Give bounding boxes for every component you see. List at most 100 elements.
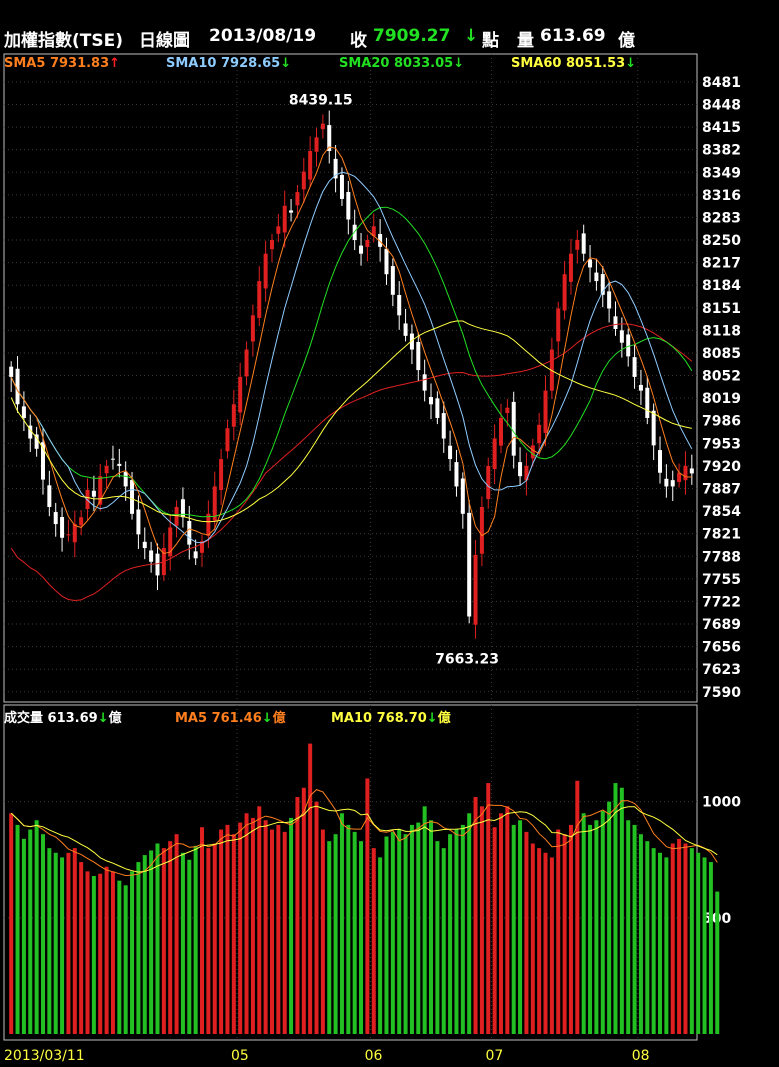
volume-bar: [9, 813, 14, 1034]
volume-bar: [117, 880, 122, 1034]
volume-bar: [384, 836, 389, 1034]
legend-sma10-arrow: ↓: [280, 56, 292, 71]
price-tick-label: 8217: [702, 256, 741, 272]
candle-body: [200, 541, 205, 553]
price-tick-label: 8085: [702, 346, 741, 362]
volume-bar: [607, 801, 612, 1034]
candle-body: [34, 434, 39, 449]
legend-volume-name: 成交量: [4, 711, 44, 726]
candlestick: [397, 281, 402, 330]
volume-bar: [263, 820, 268, 1034]
candlestick: [498, 403, 503, 454]
candle-body: [479, 506, 484, 554]
volume-bar: [441, 848, 446, 1034]
volume-bar: [435, 841, 440, 1034]
candle-body: [562, 274, 567, 311]
volume-bar: [79, 862, 84, 1034]
volume-bar: [365, 778, 370, 1034]
volume-bar: [403, 834, 408, 1034]
candle-body: [594, 272, 599, 282]
volume-bar: [416, 822, 421, 1034]
candlestick: [575, 229, 580, 264]
volume-bar: [295, 797, 300, 1034]
close-arrow: ↓: [464, 26, 479, 46]
price-tick-label: 7887: [702, 481, 741, 497]
candle-body: [28, 425, 33, 439]
volume-bar: [429, 820, 434, 1034]
price-annotation: 8439.15: [289, 93, 353, 109]
candle-body: [435, 398, 440, 418]
candlestick: [9, 361, 14, 392]
volume-bar: [219, 829, 224, 1034]
legend-volume-arrow: ↓: [97, 711, 109, 726]
volume-bar: [689, 848, 694, 1034]
volume-value: 613.69: [540, 26, 606, 46]
candlestick: [142, 527, 147, 560]
candle-body: [15, 368, 20, 405]
volume-bar: [21, 838, 26, 1034]
candle-body: [658, 450, 663, 473]
candle-body: [123, 471, 128, 487]
volume-bar: [638, 834, 643, 1034]
candle-body: [390, 266, 395, 295]
candlestick: [174, 500, 179, 538]
candlestick: [530, 438, 535, 467]
candle-body: [219, 459, 224, 490]
volume-bar: [562, 834, 567, 1034]
legend-ma5-arrow: ↓: [261, 711, 273, 726]
volume-bar: [168, 841, 173, 1034]
volume-bar: [486, 783, 491, 1034]
candlestick: [683, 451, 688, 495]
volume-bar: [257, 806, 262, 1034]
chart-header: 加權指數(TSE) 日線圖 2013/08/19 收 7909.27 ↓ 點 量…: [0, 24, 779, 52]
volume-bar: [422, 806, 427, 1034]
legend-sma20-arrow: ↓: [453, 56, 465, 71]
candle-body: [72, 524, 77, 543]
price-tick-label: 8481: [702, 75, 741, 91]
candle-body: [486, 465, 491, 500]
legend-ma5: MA5 761.46↓億: [175, 707, 286, 726]
candlestick: [581, 224, 586, 262]
candlestick: [15, 356, 20, 413]
candle-body: [683, 465, 688, 481]
candlestick: [594, 258, 599, 291]
candlestick: [91, 475, 96, 511]
candlestick: [378, 219, 383, 262]
volume-bar: [658, 852, 663, 1034]
volume-bar: [448, 834, 453, 1034]
candlestick: [104, 459, 109, 489]
candlestick: [136, 495, 141, 549]
candle-body: [581, 233, 586, 254]
price-tick-label: 8448: [702, 97, 741, 113]
chart-type: 日線圖: [139, 31, 190, 51]
candle-body: [98, 476, 103, 505]
candle-body: [638, 384, 643, 391]
volume-bar: [683, 843, 688, 1034]
candle-body: [403, 323, 408, 336]
volume-bar: [409, 824, 414, 1034]
legend-sma5-value: 7931.83: [49, 56, 110, 71]
candlestick: [429, 383, 434, 420]
candle-body: [244, 349, 249, 377]
volume-bar: [543, 852, 548, 1034]
x-tick-label: 06: [365, 1048, 383, 1064]
price-tick-label: 7689: [702, 617, 741, 633]
volume-bar: [524, 831, 529, 1034]
volume-bar: [467, 813, 472, 1034]
price-tick-label: 7953: [702, 436, 741, 452]
volume-bar: [359, 841, 364, 1034]
volume-bar: [454, 829, 459, 1034]
candle-body: [607, 291, 612, 309]
candle-body: [371, 226, 376, 237]
candlestick: [562, 260, 567, 320]
candlestick: [409, 324, 414, 365]
volume-bar: [696, 852, 701, 1034]
candle-body: [600, 274, 605, 295]
volume-bar: [110, 871, 115, 1034]
price-tick-label: 8151: [702, 301, 741, 317]
candle-body: [524, 465, 529, 481]
candlestick: [359, 233, 364, 266]
candle-body: [327, 125, 332, 152]
volume-bar: [250, 817, 255, 1034]
candlestick: [180, 487, 185, 528]
